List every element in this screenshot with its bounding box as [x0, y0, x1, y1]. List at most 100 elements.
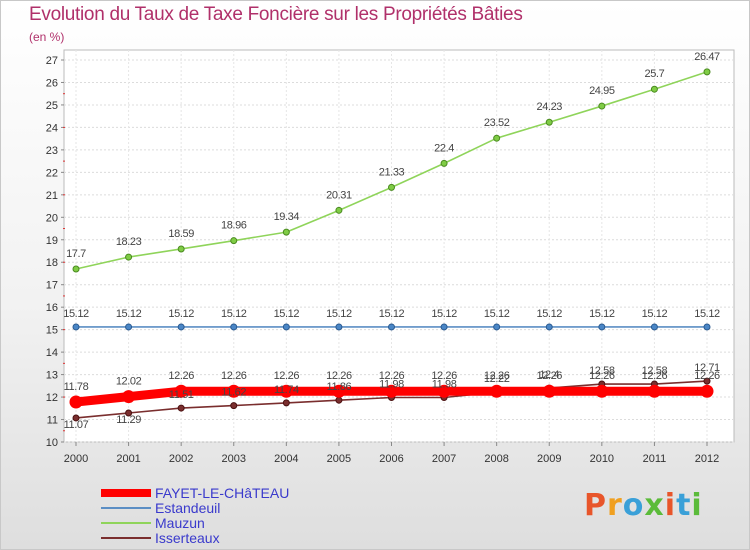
data-point-isserteaux [282, 399, 290, 407]
data-label-mauzun: 20.31 [326, 189, 352, 201]
data-point-isserteaux [230, 402, 238, 410]
data-label-estandeuil: 15.12 [326, 308, 352, 320]
data-label-fayet-le-ch-teau: 12.26 [536, 370, 562, 382]
brand-letter: r [607, 488, 623, 523]
y-tick-label: 20 [46, 212, 58, 224]
data-point-mauzun [598, 102, 606, 110]
data-label-fayet-le-ch-teau: 12.26 [168, 370, 194, 382]
data-point-mauzun [230, 237, 238, 245]
data-label-isserteaux: 12.58 [589, 365, 615, 377]
data-label-fayet-le-ch-teau: 12.26 [642, 370, 668, 382]
legend-swatch [101, 521, 151, 524]
data-label-estandeuil: 15.12 [484, 308, 510, 320]
data-point-mauzun [440, 159, 448, 167]
data-point-fayet-le-ch-teau [174, 384, 188, 398]
data-label-estandeuil: 15.12 [116, 308, 142, 320]
data-label-estandeuil: 15.12 [168, 308, 194, 320]
data-label-fayet-le-ch-teau: 12.26 [694, 370, 720, 382]
data-label-mauzun: 25.7 [645, 68, 665, 80]
data-point-mauzun [388, 183, 395, 191]
data-label-mauzun: 22.4 [434, 142, 454, 154]
data-label-estandeuil: 15.12 [431, 308, 457, 320]
x-tick-label: 2002 [169, 453, 193, 465]
data-point-estandeuil [545, 323, 553, 331]
data-label-estandeuil: 15.12 [221, 308, 247, 320]
data-point-estandeuil [388, 323, 395, 331]
data-point-mauzun [650, 85, 658, 93]
data-point-isserteaux [72, 414, 80, 422]
data-point-estandeuil [125, 323, 133, 331]
plot-background [63, 49, 735, 443]
x-tick-label: 2010 [590, 453, 614, 465]
data-label-estandeuil: 15.12 [642, 308, 668, 320]
y-tick-label: 24 [46, 122, 58, 134]
x-tick-label: 2003 [222, 453, 246, 465]
legend-swatch [101, 488, 151, 497]
data-point-fayet-le-ch-teau [700, 384, 714, 398]
legend-label: FAYET-LE-CHâTEAU [155, 484, 290, 501]
data-point-fayet-le-ch-teau [595, 384, 609, 398]
data-point-mauzun [177, 245, 185, 253]
legend: FAYET-LE-CHâTEAU Estandeuil Mauzun Issertea… [101, 484, 290, 546]
legend-item: Mauzun [101, 515, 289, 531]
x-tick-label: 2006 [379, 453, 403, 465]
data-label-isserteaux: 11.98 [432, 379, 457, 391]
data-point-isserteaux [703, 377, 711, 385]
y-tick-label: 10 [46, 437, 58, 449]
data-label-isserteaux: 11.74 [274, 384, 299, 396]
brand-letter: o [622, 488, 645, 523]
data-point-fayet-le-ch-teau [542, 384, 556, 398]
data-point-estandeuil [703, 323, 711, 331]
data-point-fayet-le-ch-teau [385, 384, 398, 398]
data-point-mauzun [703, 68, 711, 76]
data-label-estandeuil: 15.12 [589, 308, 615, 320]
chart-title: Evolution du Taux de Taxe Foncière sur l… [29, 4, 523, 25]
x-tick-label: 2011 [643, 453, 667, 465]
y-tick-label: 17 [46, 280, 58, 292]
x-tick-label: 2008 [484, 453, 508, 465]
y-tick-label: 22 [46, 167, 58, 179]
data-label-fayet-le-ch-teau: 12.26 [431, 370, 457, 382]
y-tick-label: 12 [46, 392, 58, 404]
y-axis-unit: (en %) [29, 30, 65, 44]
x-tick-label: 2000 [64, 453, 88, 465]
brand-letter: t [676, 488, 692, 523]
data-point-fayet-le-ch-teau [279, 384, 293, 398]
y-tick-label: 13 [46, 370, 58, 382]
data-label-mauzun: 18.59 [168, 228, 194, 240]
data-point-mauzun [335, 206, 343, 214]
data-label-mauzun: 24.23 [536, 101, 562, 113]
legend-item: FAYET-LE-CHâTEAU [101, 484, 290, 501]
y-tick-label: 14 [46, 347, 58, 359]
x-tick-label: 2004 [274, 453, 298, 465]
data-point-mauzun [493, 134, 501, 142]
data-point-estandeuil [282, 323, 290, 331]
brand-letter: x [644, 488, 665, 523]
data-label-mauzun: 21.33 [379, 166, 405, 178]
legend-swatch [101, 506, 151, 509]
x-tick-label: 2009 [537, 453, 561, 465]
data-label-fayet-le-ch-teau: 12.26 [326, 370, 352, 382]
data-point-estandeuil [650, 323, 658, 331]
data-label-fayet-le-ch-teau: 12.26 [221, 370, 247, 382]
data-label-fayet-le-ch-teau: 12.26 [274, 370, 300, 382]
data-label-mauzun: 23.52 [484, 117, 510, 129]
data-point-mauzun [545, 118, 553, 126]
data-label-isserteaux: 12.58 [642, 365, 668, 377]
y-tick-label: 15 [46, 325, 58, 337]
data-label-fayet-le-ch-teau: 12.26 [484, 370, 510, 382]
data-label-isserteaux: 11.07 [64, 419, 89, 431]
y-tick-label: 19 [46, 235, 58, 247]
data-point-fayet-le-ch-teau [332, 384, 346, 398]
data-point-isserteaux [125, 409, 133, 417]
data-label-isserteaux: 11.86 [327, 381, 352, 393]
data-point-mauzun [72, 265, 80, 273]
y-tick-label: 21 [46, 190, 58, 202]
x-tick-label: 2007 [432, 453, 456, 465]
data-label-isserteaux: 11.98 [379, 379, 404, 391]
y-tick-label: 26 [46, 77, 58, 89]
y-tick-label: 11 [47, 415, 58, 427]
brand-letter: i [691, 488, 703, 523]
